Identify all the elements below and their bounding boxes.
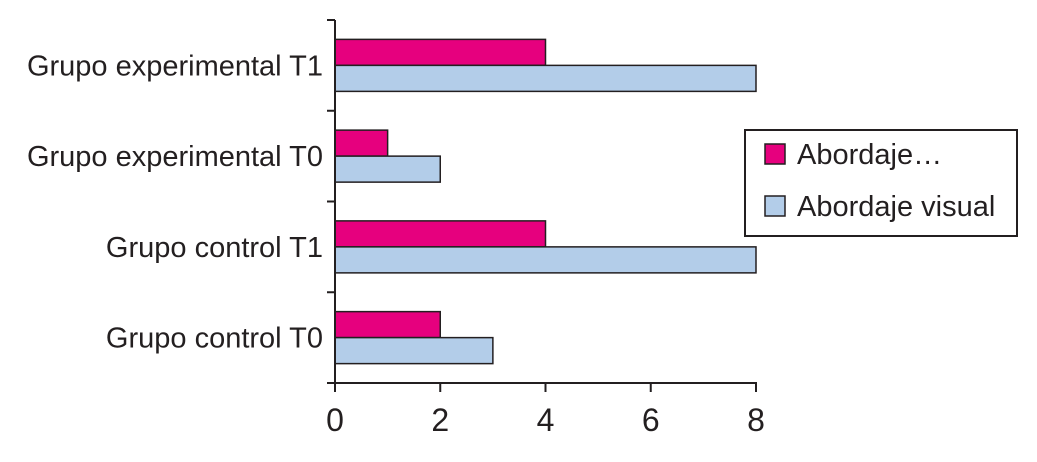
y-axis-ticks bbox=[327, 19, 335, 384]
category-label: Grupo experimental T1 bbox=[27, 50, 323, 82]
x-tick-label: 6 bbox=[642, 402, 660, 438]
bar-series-2 bbox=[334, 246, 757, 274]
category-labels: Grupo experimental T1 Grupo experimental … bbox=[27, 50, 323, 354]
category-label: Grupo experimental T0 bbox=[27, 141, 323, 173]
x-tick-label: 0 bbox=[326, 402, 344, 438]
bar-series-2 bbox=[334, 64, 757, 93]
bar-series-1 bbox=[334, 310, 441, 339]
legend-label-series-2: Abordaje visual bbox=[797, 191, 995, 223]
legend-box bbox=[744, 129, 1018, 237]
legend: Abordaje… Abordaje visual bbox=[744, 129, 1018, 237]
bar-series-2 bbox=[334, 155, 441, 183]
x-tick-label: 8 bbox=[747, 402, 765, 438]
x-axis-ticks: 0 2 4 6 8 bbox=[326, 383, 765, 438]
legend-swatch-series-1 bbox=[764, 143, 786, 165]
bar-series-1 bbox=[334, 38, 547, 67]
bar-series-2 bbox=[334, 336, 494, 365]
bar-series-1 bbox=[334, 129, 389, 157]
legend-swatch-series-2 bbox=[764, 195, 786, 217]
category-label: Grupo control T1 bbox=[106, 232, 323, 264]
bars-group bbox=[334, 38, 757, 365]
category-label: Grupo control T0 bbox=[106, 323, 323, 355]
x-tick-label: 4 bbox=[537, 402, 555, 438]
legend-label-series-1: Abordaje… bbox=[797, 139, 942, 171]
bar-series-1 bbox=[334, 220, 547, 248]
x-tick-label: 2 bbox=[431, 402, 449, 438]
